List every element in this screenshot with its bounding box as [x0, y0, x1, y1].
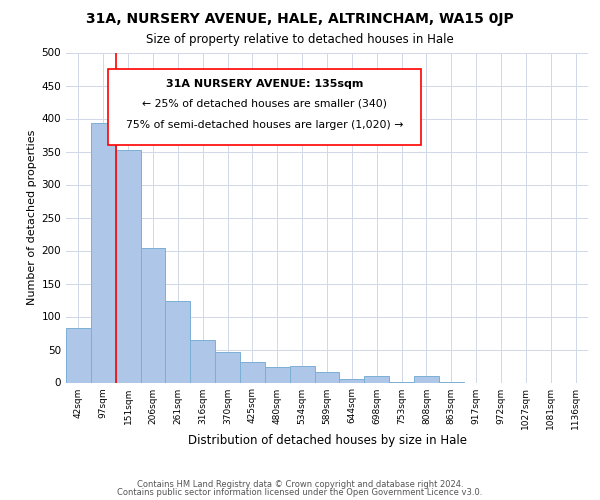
- Bar: [190, 340, 215, 382]
- Bar: [91, 123, 116, 382]
- Bar: [265, 366, 290, 382]
- Bar: [314, 372, 340, 382]
- Bar: [290, 366, 314, 382]
- Bar: [364, 376, 389, 382]
- Text: 75% of semi-detached houses are larger (1,020) →: 75% of semi-detached houses are larger (…: [125, 120, 403, 130]
- Y-axis label: Number of detached properties: Number of detached properties: [27, 130, 37, 305]
- Text: ← 25% of detached houses are smaller (340): ← 25% of detached houses are smaller (34…: [142, 98, 387, 108]
- Bar: [340, 378, 364, 382]
- Bar: [66, 328, 91, 382]
- Bar: [240, 362, 265, 382]
- X-axis label: Distribution of detached houses by size in Hale: Distribution of detached houses by size …: [187, 434, 467, 446]
- Bar: [140, 248, 166, 382]
- Text: Contains HM Land Registry data © Crown copyright and database right 2024.: Contains HM Land Registry data © Crown c…: [137, 480, 463, 489]
- FancyBboxPatch shape: [108, 69, 421, 145]
- Text: Contains public sector information licensed under the Open Government Licence v3: Contains public sector information licen…: [118, 488, 482, 497]
- Text: 31A NURSERY AVENUE: 135sqm: 31A NURSERY AVENUE: 135sqm: [166, 79, 363, 89]
- Text: 31A, NURSERY AVENUE, HALE, ALTRINCHAM, WA15 0JP: 31A, NURSERY AVENUE, HALE, ALTRINCHAM, W…: [86, 12, 514, 26]
- Bar: [414, 376, 439, 382]
- Bar: [116, 150, 140, 382]
- Bar: [166, 302, 190, 382]
- Text: Size of property relative to detached houses in Hale: Size of property relative to detached ho…: [146, 32, 454, 46]
- Bar: [215, 352, 240, 382]
